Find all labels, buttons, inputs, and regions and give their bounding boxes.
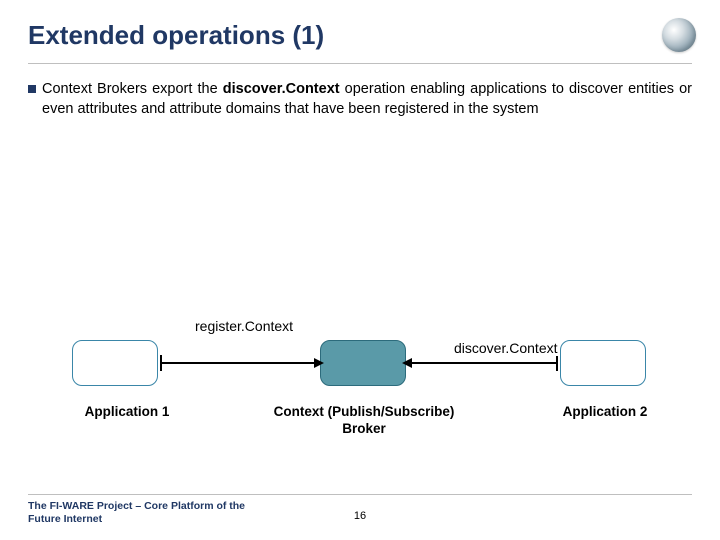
arrow-line-register <box>160 362 318 364</box>
caption-broker-line2: Broker <box>342 421 386 436</box>
bullet-item: Context Brokers export the discover.Cont… <box>28 80 692 119</box>
bullet-bold: discover.Context <box>223 81 340 97</box>
bullet-marker-icon <box>28 85 36 93</box>
caption-broker-line1: Context (Publish/Subscribe) <box>274 404 455 419</box>
diagram-box-app2 <box>560 340 646 386</box>
arrow-tail-bar-right <box>556 355 558 371</box>
bullet-prefix: Context Brokers export the <box>42 81 223 97</box>
globe-logo-icon <box>662 18 696 52</box>
slide-title: Extended operations (1) <box>28 20 692 51</box>
diagram: register.Context discover.Context Applic… <box>0 340 720 470</box>
arrow-line-discover <box>408 362 558 364</box>
diagram-box-broker <box>320 340 406 386</box>
caption-app1: Application 1 <box>72 404 182 419</box>
footer-text: The FI-WARE Project – Core Platform of t… <box>28 500 308 526</box>
caption-app2: Application 2 <box>545 404 665 419</box>
arrow-label-discover: discover.Context <box>452 340 560 356</box>
slide: Extended operations (1) Context Brokers … <box>0 0 720 540</box>
footer-line2: Future Internet <box>28 513 102 525</box>
footer-line1: The FI-WARE Project – Core Platform of t… <box>28 500 245 512</box>
bullet-text: Context Brokers export the discover.Cont… <box>42 80 692 119</box>
caption-broker: Context (Publish/Subscribe) Broker <box>254 404 474 438</box>
footer-divider <box>28 494 692 495</box>
title-underline <box>28 63 692 64</box>
arrow-head-right-icon <box>314 358 324 368</box>
arrow-label-register: register.Context <box>195 318 293 334</box>
diagram-box-app1 <box>72 340 158 386</box>
page-number: 16 <box>354 510 366 522</box>
